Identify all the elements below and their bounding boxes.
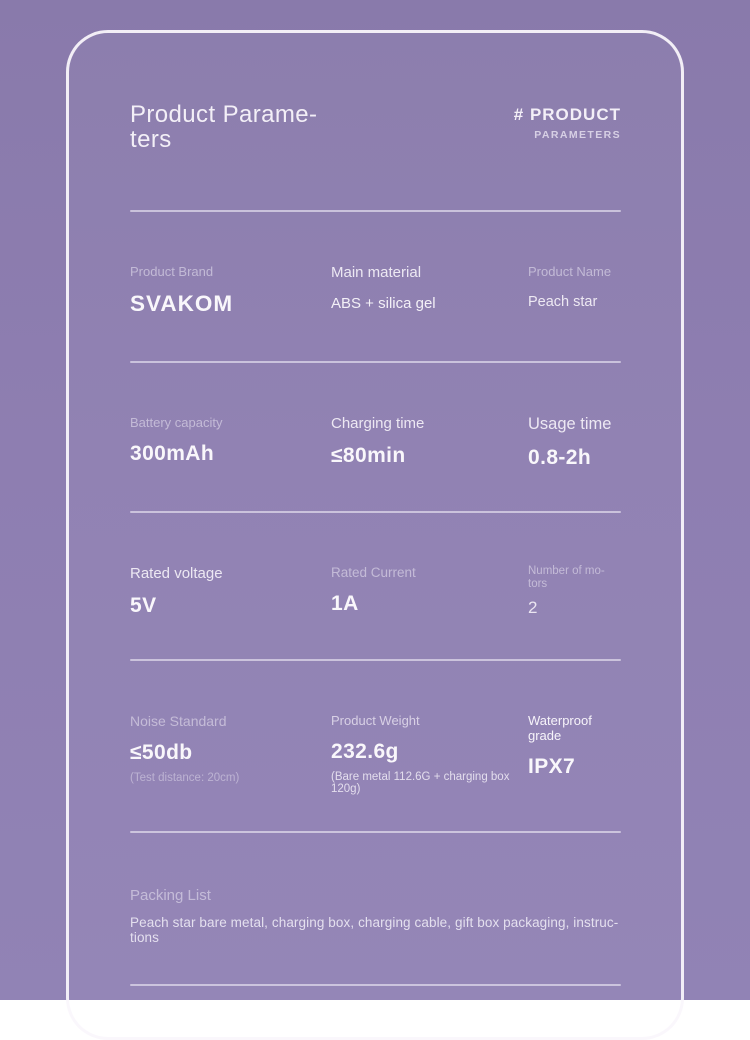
spec-value-product-brand: SVAKOM bbox=[130, 291, 234, 316]
packing-list-text: Peach star bare metal, charging box, cha… bbox=[130, 915, 619, 945]
spec-rated-current: Rated Current 1A bbox=[331, 565, 528, 618]
spec-label-noise-standard: Noise Standard bbox=[130, 713, 227, 729]
spec-value-rated-voltage: 5V bbox=[130, 594, 157, 617]
product-spec-card: Product Parame- ters # PRODUCT PARAMETER… bbox=[66, 30, 684, 1040]
spec-label-rated-current: Rated Current bbox=[331, 565, 416, 580]
spec-product-brand: Product Brand SVAKOM bbox=[130, 264, 331, 317]
spec-label-rated-voltage: Rated voltage bbox=[130, 565, 223, 582]
spec-product-name: Product Name Peach star bbox=[528, 264, 621, 317]
spec-battery-capacity: Battery capacity 300mAh bbox=[130, 415, 331, 470]
page-title: Product Parame- ters bbox=[130, 101, 318, 153]
spec-main-material: Main material ABS + silica gel bbox=[331, 264, 528, 317]
spec-label-product-weight: Product Weight bbox=[331, 713, 420, 728]
packing-list-label: Packing List bbox=[130, 887, 211, 904]
packing-list-section: Packing List Peach star bare metal, char… bbox=[130, 833, 621, 945]
header-hashtag-block: # PRODUCT PARAMETERS bbox=[514, 102, 621, 141]
card-content: Product Parame- ters # PRODUCT PARAMETER… bbox=[69, 33, 681, 986]
spec-note-weight-breakdown: (Bare metal 112.6G + charging box 120g) bbox=[331, 771, 510, 795]
spec-value-main-material: ABS + silica gel bbox=[331, 295, 436, 312]
divider bbox=[130, 511, 621, 513]
header: Product Parame- ters # PRODUCT PARAMETER… bbox=[130, 33, 621, 152]
spec-waterproof-grade: Waterproof grade IPX7 bbox=[528, 713, 621, 795]
spec-value-usage-time: 0.8-2h bbox=[528, 446, 592, 469]
spec-value-product-name: Peach star bbox=[528, 294, 598, 310]
spec-label-product-name: Product Name bbox=[528, 264, 612, 279]
spec-label-waterproof-grade: Waterproof grade bbox=[528, 713, 592, 743]
spec-row-battery: Battery capacity 300mAh Charging time ≤8… bbox=[130, 363, 621, 470]
spec-label-number-of-motors: Number of mo- tors bbox=[528, 565, 605, 590]
spec-value-product-weight: 232.6g bbox=[331, 740, 399, 763]
spec-number-of-motors: Number of mo- tors 2 bbox=[528, 565, 621, 618]
spec-rated-voltage: Rated voltage 5V bbox=[130, 565, 331, 618]
spec-value-battery-capacity: 300mAh bbox=[130, 442, 215, 465]
spec-label-product-brand: Product Brand bbox=[130, 264, 214, 279]
spec-value-noise-standard: ≤50db bbox=[130, 741, 193, 764]
spec-usage-time: Usage time 0.8-2h bbox=[528, 415, 621, 470]
spec-label-charging-time: Charging time bbox=[331, 415, 425, 432]
spec-product-weight: Product Weight 232.6g (Bare metal 112.6G… bbox=[331, 713, 528, 795]
spec-note-test-distance: (Test distance: 20cm) bbox=[130, 772, 240, 784]
divider bbox=[130, 831, 621, 833]
divider bbox=[130, 361, 621, 363]
spec-charging-time: Charging time ≤80min bbox=[331, 415, 528, 470]
divider bbox=[130, 210, 621, 212]
spec-label-battery-capacity: Battery capacity bbox=[130, 415, 223, 430]
hashtag-subtitle: PARAMETERS bbox=[534, 129, 621, 141]
spec-value-number-of-motors: 2 bbox=[528, 598, 538, 617]
spec-row-noise-weight: Noise Standard ≤50db (Test distance: 20c… bbox=[130, 661, 621, 795]
spec-value-rated-current: 1A bbox=[331, 592, 359, 615]
spec-label-usage-time: Usage time bbox=[528, 415, 612, 433]
spec-row-brand: Product Brand SVAKOM Main material ABS +… bbox=[130, 212, 621, 317]
spec-row-electrical: Rated voltage 5V Rated Current 1A Number… bbox=[130, 513, 621, 618]
hashtag-title: # PRODUCT bbox=[513, 105, 621, 124]
spec-noise-standard: Noise Standard ≤50db (Test distance: 20c… bbox=[130, 713, 331, 795]
divider bbox=[130, 659, 621, 661]
spec-label-main-material: Main material bbox=[331, 264, 422, 281]
spec-value-charging-time: ≤80min bbox=[331, 444, 406, 467]
divider bbox=[130, 984, 621, 986]
spec-value-waterproof-grade: IPX7 bbox=[528, 755, 576, 778]
